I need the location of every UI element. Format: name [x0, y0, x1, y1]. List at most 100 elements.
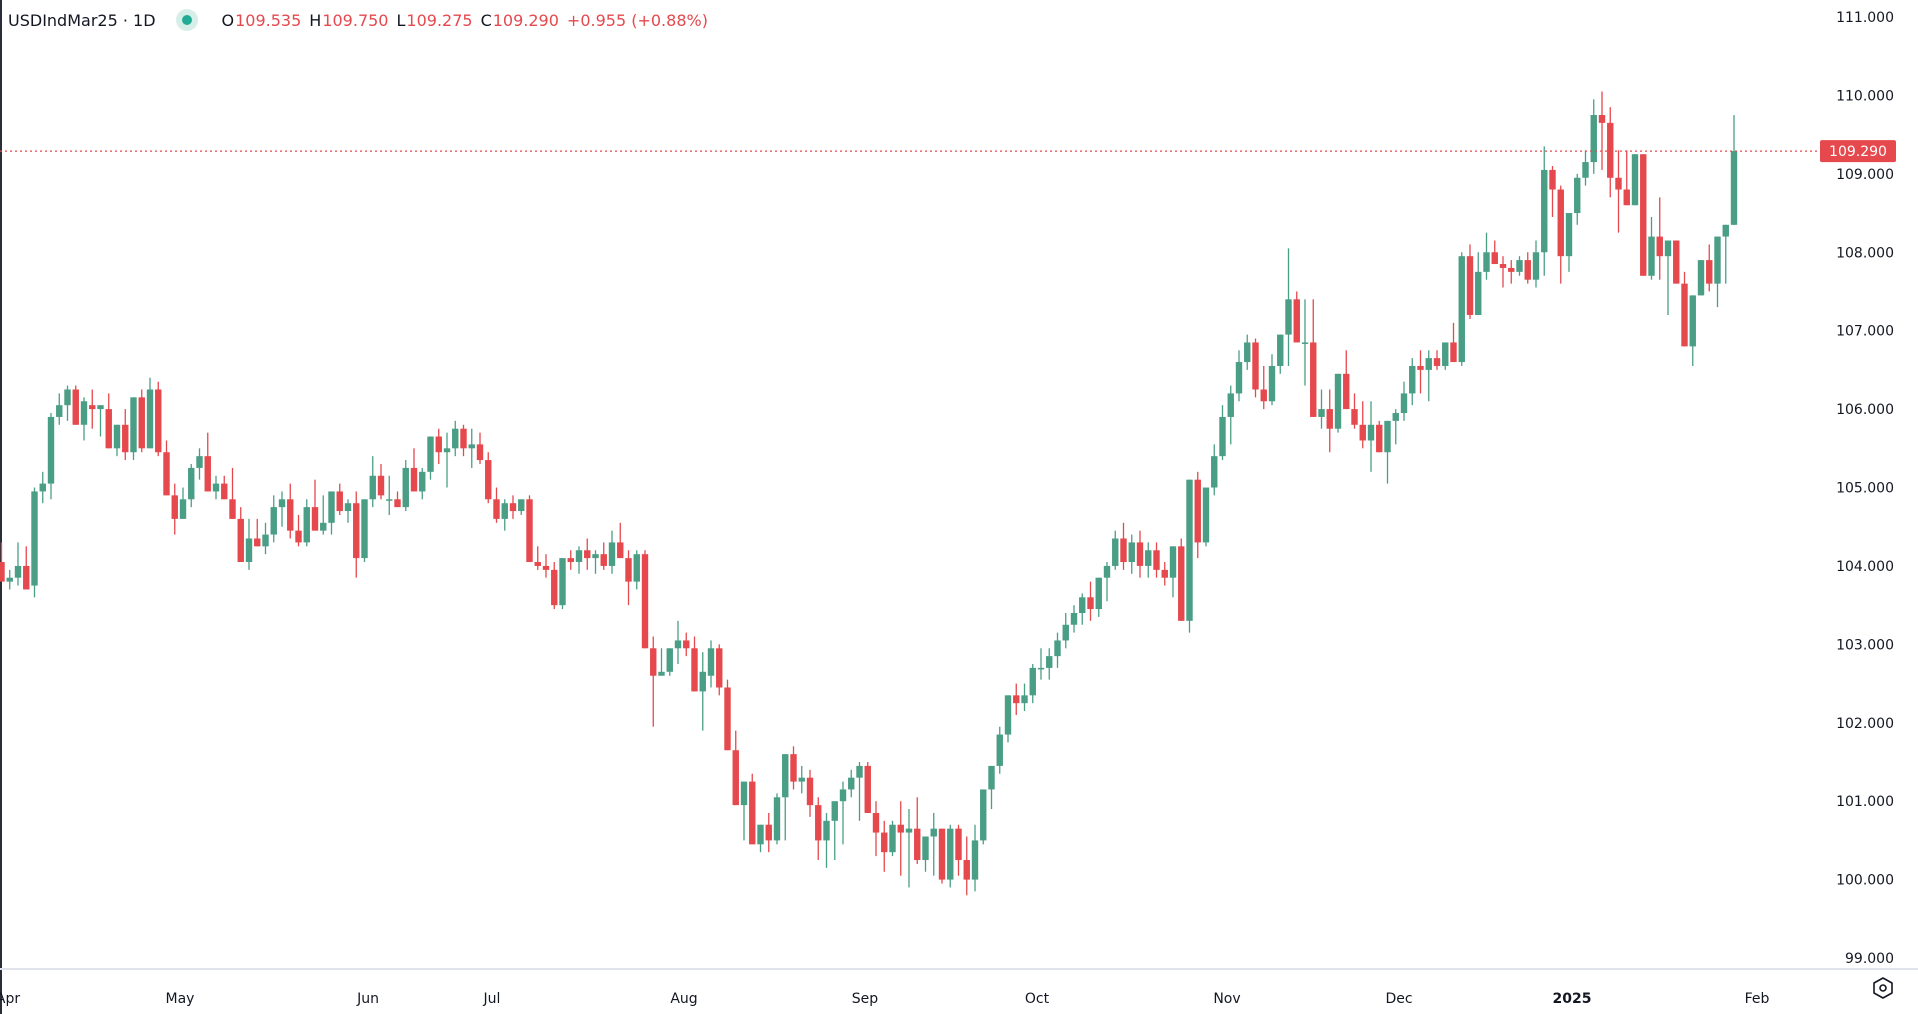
high-value: 109.750 — [322, 10, 389, 30]
candle-up — [575, 550, 583, 563]
candle-down — [724, 687, 731, 751]
candle-up — [361, 499, 368, 559]
candle-up — [1301, 342, 1309, 344]
candle-up — [262, 534, 269, 547]
candle-down — [600, 554, 607, 566]
candle-down — [72, 389, 79, 425]
time-axis-label: Aug — [670, 991, 697, 1007]
settings-hexagon-icon[interactable] — [1871, 976, 1895, 1000]
candle-up — [328, 491, 335, 523]
candle-up — [452, 428, 459, 449]
candle-up — [80, 401, 88, 425]
symbol-title[interactable]: USDIndMar25 · 1D — [8, 10, 156, 30]
candle-up — [699, 671, 706, 692]
candle-up — [1145, 550, 1152, 566]
candle-down — [749, 781, 756, 845]
market-status-dot-icon[interactable] — [175, 9, 198, 31]
candle-down — [1161, 569, 1168, 578]
candle-down — [311, 507, 319, 531]
candle-up — [270, 507, 277, 535]
candle-down — [716, 648, 723, 688]
price-axis-label: 104.000 — [1836, 559, 1894, 575]
candle-up — [1128, 542, 1135, 563]
candle-up — [1541, 169, 1548, 253]
change-value: +0.955 (+0.88%) — [566, 10, 708, 30]
candle-up — [839, 789, 847, 802]
candle-up — [1244, 342, 1251, 363]
candle-down — [254, 538, 261, 547]
candle-down — [155, 389, 162, 453]
candle-down — [1549, 169, 1556, 190]
candle-down — [914, 828, 921, 861]
price-axis-label: 107.000 — [1836, 324, 1894, 340]
candle-up — [1425, 358, 1432, 370]
candle-up — [559, 558, 566, 606]
time-axis[interactable]: Apr May Jun Jul Aug Sep Oct Nov Dec 2025 Feb — [0, 991, 1770, 1007]
candle-up — [1318, 409, 1325, 417]
candle-down — [1293, 299, 1300, 343]
candle-series — [0, 91, 1738, 896]
candle-down — [650, 648, 657, 676]
candle-up — [386, 499, 393, 501]
price-axis-label: 110.000 — [1836, 88, 1894, 104]
last-price-badge: 109.290 — [1820, 140, 1896, 163]
candle-up — [1219, 416, 1226, 457]
candle-up — [1483, 252, 1490, 272]
candle-up — [658, 671, 665, 676]
candle-up — [303, 507, 310, 543]
candle-down — [1557, 189, 1564, 257]
candle-up — [212, 483, 220, 492]
candle-down — [567, 558, 574, 563]
candle-down — [1607, 122, 1614, 178]
candle-up — [402, 467, 409, 508]
candle-up — [1021, 695, 1028, 704]
candle-up — [922, 836, 929, 861]
candle-down — [1524, 260, 1531, 280]
candle-down — [1310, 342, 1317, 417]
candle-up — [1070, 612, 1078, 625]
close-value: 109.290 — [492, 10, 559, 30]
candle-up — [1277, 334, 1284, 366]
candle-up — [518, 499, 525, 512]
candle-up — [31, 491, 38, 586]
candle-down — [1178, 546, 1185, 621]
candle-down — [790, 754, 797, 782]
candle-up — [1582, 162, 1589, 178]
price-axis[interactable]: 111.000 110.000 109.000 108.000 107.000 106.0… — [1836, 10, 1894, 967]
candle-up — [419, 471, 426, 492]
candle-up — [1227, 393, 1234, 417]
high-label: H — [309, 10, 322, 30]
candle-up — [889, 824, 896, 853]
candle-down — [1153, 550, 1160, 570]
candle-up — [39, 483, 46, 492]
candle-up — [56, 405, 63, 417]
candle-up — [320, 522, 327, 531]
candle-down — [1359, 424, 1366, 441]
candle-up — [188, 467, 195, 500]
candle-up — [1268, 365, 1276, 402]
candle-up — [1079, 597, 1086, 613]
candle-down — [1194, 479, 1201, 543]
candle-up — [773, 797, 781, 841]
time-axis-label: Feb — [1745, 991, 1770, 1007]
open-value: 109.535 — [235, 10, 302, 30]
candle-up — [930, 828, 937, 837]
candle-up — [1186, 479, 1193, 621]
candle-down — [1466, 256, 1474, 315]
candle-down — [806, 777, 814, 806]
candle-down — [938, 828, 946, 880]
candle-down — [410, 467, 418, 492]
candle-up — [633, 554, 640, 582]
candle-up — [1648, 236, 1655, 276]
candle-down — [229, 499, 236, 519]
symbol-legend: USDIndMar25 · 1D O 109.535 H 109.750 L 109.… — [8, 6, 708, 34]
candle-down — [1681, 283, 1688, 347]
time-axis-label: Dec — [1385, 991, 1412, 1007]
candle-down — [1136, 542, 1144, 566]
candle-up — [1565, 213, 1573, 257]
candle-down — [625, 558, 632, 582]
candle-up — [1211, 456, 1218, 488]
price-axis-label: 103.000 — [1836, 637, 1894, 653]
candle-down — [1433, 358, 1441, 366]
